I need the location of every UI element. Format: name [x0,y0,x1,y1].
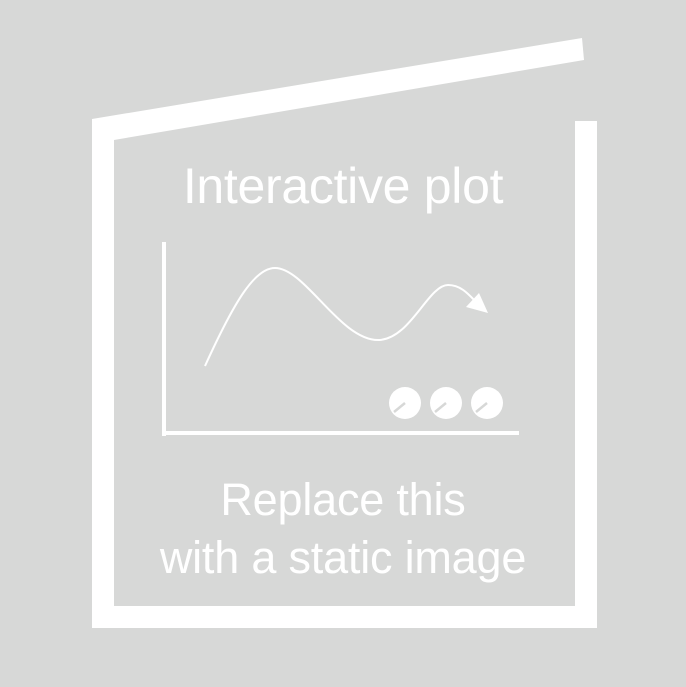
placeholder-caption-line-1: Replace this [220,474,466,525]
slanted-roof-bar [92,38,584,140]
plot-axes-icon [162,242,519,436]
placeholder-title: Interactive plot [182,158,504,214]
dial-1 [389,387,421,419]
frame-right-bar [575,121,597,628]
dial-3 [471,387,503,419]
curve-arrow-icon [204,266,488,367]
placeholder-caption-line-2: with a static image [159,532,527,583]
dial-2 [430,387,462,419]
x-axis-line [162,431,519,435]
frame-left-bar [92,119,114,628]
dial-icon [389,387,503,419]
frame-bottom-bar [92,606,597,628]
y-axis-line [162,242,166,436]
curve-line [204,266,479,367]
curve-arrowhead [466,293,488,313]
frame-outline-icon [92,38,597,628]
